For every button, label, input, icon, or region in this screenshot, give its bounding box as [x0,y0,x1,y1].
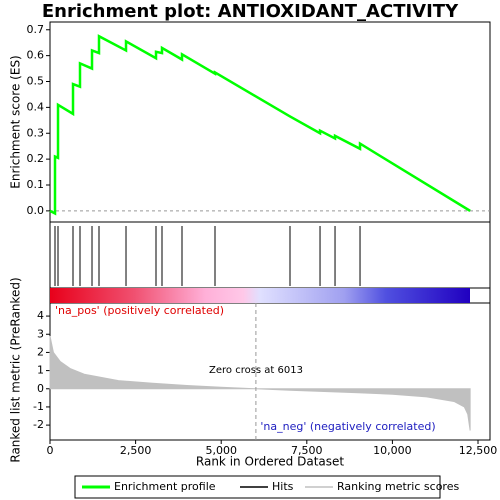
x-tick-label: 12,500 [459,444,498,457]
y2-tick-label: 3 [37,327,44,340]
x-tick-label: 0 [47,444,54,457]
y-tick-label: 0.1 [27,178,45,191]
y-tick-label: 0.3 [27,126,45,139]
y-tick-label: 0.6 [27,49,45,62]
y-tick-label: 0.0 [27,204,45,217]
y-tick-label: 0.2 [27,152,45,165]
legend-label: Ranking metric scores [337,480,459,493]
legend-label: Enrichment profile [114,480,216,493]
y-tick-label: 0.4 [27,100,45,113]
y2-tick-label: 2 [37,345,44,358]
y2-tick-label: 4 [37,309,44,322]
x-tick-label: 7,500 [291,444,323,457]
legend-label: Hits [272,480,294,493]
es-line [49,34,471,216]
x-tick-label: 10,000 [373,444,412,457]
y2-tick-label: 1 [37,364,44,377]
y2-tick-label: 0 [37,382,44,395]
y-axis-label: Enrichment score (ES) [9,55,23,188]
metric-area [49,335,471,431]
x-tick-label: 2,500 [120,444,152,457]
y2-tick-label: -1 [33,400,44,413]
y2-axis-label: Ranked list metric (PreRanked) [9,277,23,462]
annotation: Zero cross at 6013 [209,365,303,376]
annotation: 'na_pos' (positively correlated) [55,304,224,317]
x-tick-label: 5,000 [205,444,237,457]
x-axis-label: Rank in Ordered Dataset [196,455,344,469]
color-bar [50,288,470,303]
y-tick-label: 0.5 [27,75,45,88]
annotation: 'na_neg' (negatively correlated) [260,420,435,433]
y2-tick-label: -2 [33,418,44,431]
frame [49,21,491,441]
chart-title: Enrichment plot: ANTIOXIDANT_ACTIVITY [42,1,459,22]
y-tick-label: 0.7 [27,23,45,36]
